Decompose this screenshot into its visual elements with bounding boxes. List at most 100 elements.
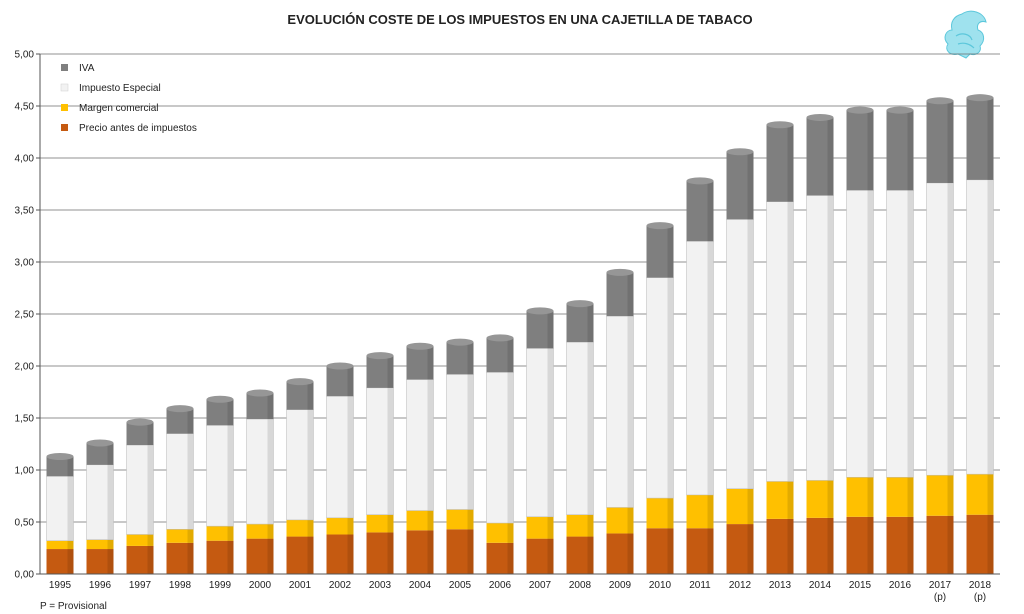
x-tick-label: 1998 (169, 580, 192, 591)
bar-segment-shade (147, 422, 154, 446)
y-tick-label: 4,00 (15, 154, 35, 165)
x-tick-label: 2003 (369, 580, 392, 591)
bar-cap (486, 334, 514, 342)
bar-segment (286, 519, 314, 537)
x-tick-label: 2011 (689, 580, 711, 591)
bar-segment-shade (507, 372, 514, 524)
bar-segment-shade (187, 433, 194, 530)
y-tick-label: 1,00 (15, 466, 35, 477)
bar-segment-shade (587, 342, 594, 515)
bar-segment-shade (467, 374, 474, 510)
bar-cap (526, 307, 554, 315)
bar-segment-shade (947, 475, 954, 516)
bar-segment-shade (267, 524, 274, 539)
bar-segment-shade (867, 110, 874, 191)
bar-segment-shade (547, 538, 554, 574)
bar-segment-shade (787, 481, 794, 519)
x-tick-label: 1997 (129, 580, 152, 591)
bar-cap (206, 395, 234, 403)
bar-segment (126, 422, 154, 446)
bar-segment (126, 534, 154, 546)
bar-segment-shade (707, 180, 714, 242)
bar-segment-shade (747, 488, 754, 525)
y-tick-label: 2,50 (15, 310, 35, 321)
y-tick-label: 0,50 (15, 518, 35, 529)
bar-segment-shade (267, 393, 274, 420)
bar-segment-shade (467, 509, 474, 530)
bar-segment-shade (267, 419, 274, 525)
bar-segment-shade (67, 549, 74, 574)
bar-segment-shade (587, 303, 594, 343)
x-tick-label: 2009 (609, 580, 632, 591)
bar-segment-shade (547, 348, 554, 517)
bar-segment-shade (227, 526, 234, 541)
bar-segment-shade (467, 529, 474, 574)
bar-cap (686, 177, 714, 185)
bar-segment-shade (67, 476, 74, 541)
bar-segment-shade (907, 190, 914, 478)
bar-cap (446, 338, 474, 346)
bar-segment-shade (907, 477, 914, 517)
bar-segment-shade (147, 534, 154, 546)
legend-swatch (60, 83, 69, 92)
legend-swatch (61, 64, 68, 71)
bar-segment (206, 526, 234, 541)
bar-segment-shade (347, 534, 354, 574)
bar-segment-shade (107, 464, 114, 540)
bar-cap (606, 268, 634, 276)
bar-segment-shade (387, 387, 394, 515)
bar-segment-shade (787, 124, 794, 202)
x-tick-label: 2008 (569, 580, 592, 591)
bar-segment-shade (667, 225, 674, 278)
bar-segment-shade (387, 514, 394, 533)
bar-segment-shade (227, 540, 234, 574)
bars (46, 94, 994, 574)
y-tick-label: 1,50 (15, 414, 35, 425)
bar-segment-shade (987, 179, 994, 475)
bar-segment-shade (307, 409, 314, 520)
bar-segment-shade (227, 399, 234, 426)
x-tick-label: 1996 (89, 580, 112, 591)
bar-segment-shade (107, 539, 114, 550)
bar-segment-shade (507, 542, 514, 574)
bar-segment-shade (227, 425, 234, 527)
bar-cap (166, 405, 194, 413)
bar-segment-shade (187, 529, 194, 543)
bar-segment-shade (427, 379, 434, 511)
y-tick-label: 3,00 (15, 258, 35, 269)
bar-segment-shade (787, 201, 794, 482)
footnote: P = Provisional (40, 601, 107, 612)
bar-segment-shade (587, 514, 594, 537)
bar-segment-shade (547, 516, 554, 539)
legend-swatch (61, 124, 68, 131)
x-tick-label: 2001 (289, 580, 312, 591)
bar-cap (246, 389, 274, 397)
bar-segment-shade (507, 523, 514, 543)
bar-segment-shade (627, 316, 634, 508)
bar-segment (46, 456, 74, 477)
bar-segment (366, 514, 394, 533)
x-tick-note: (p) (934, 592, 946, 603)
x-tick-label: 1995 (49, 580, 72, 591)
bar-segment-shade (427, 530, 434, 574)
bar-segment (446, 509, 474, 530)
legend-label: Precio antes de impuestos (79, 123, 197, 134)
legend-label: IVA (79, 63, 95, 74)
bar-cap (366, 352, 394, 360)
bar-segment (326, 517, 354, 535)
bar-segment-shade (67, 456, 74, 477)
bar-segment-shade (867, 516, 874, 574)
bar-segment-shade (947, 182, 954, 476)
y-tick-label: 5,00 (15, 50, 35, 61)
bar-segment-shade (667, 277, 674, 499)
bar-segment-shade (667, 528, 674, 574)
x-tick-label: 2014 (809, 580, 832, 591)
bar-segment-shade (707, 528, 714, 574)
bar-segment-shade (67, 540, 74, 550)
bar-segment-shade (867, 477, 874, 517)
bar-segment-shade (507, 337, 514, 373)
bar-segment-shade (347, 396, 354, 518)
x-tick-label: 2006 (489, 580, 512, 591)
x-tick-label: 2007 (529, 580, 552, 591)
bar-segment (86, 442, 114, 465)
